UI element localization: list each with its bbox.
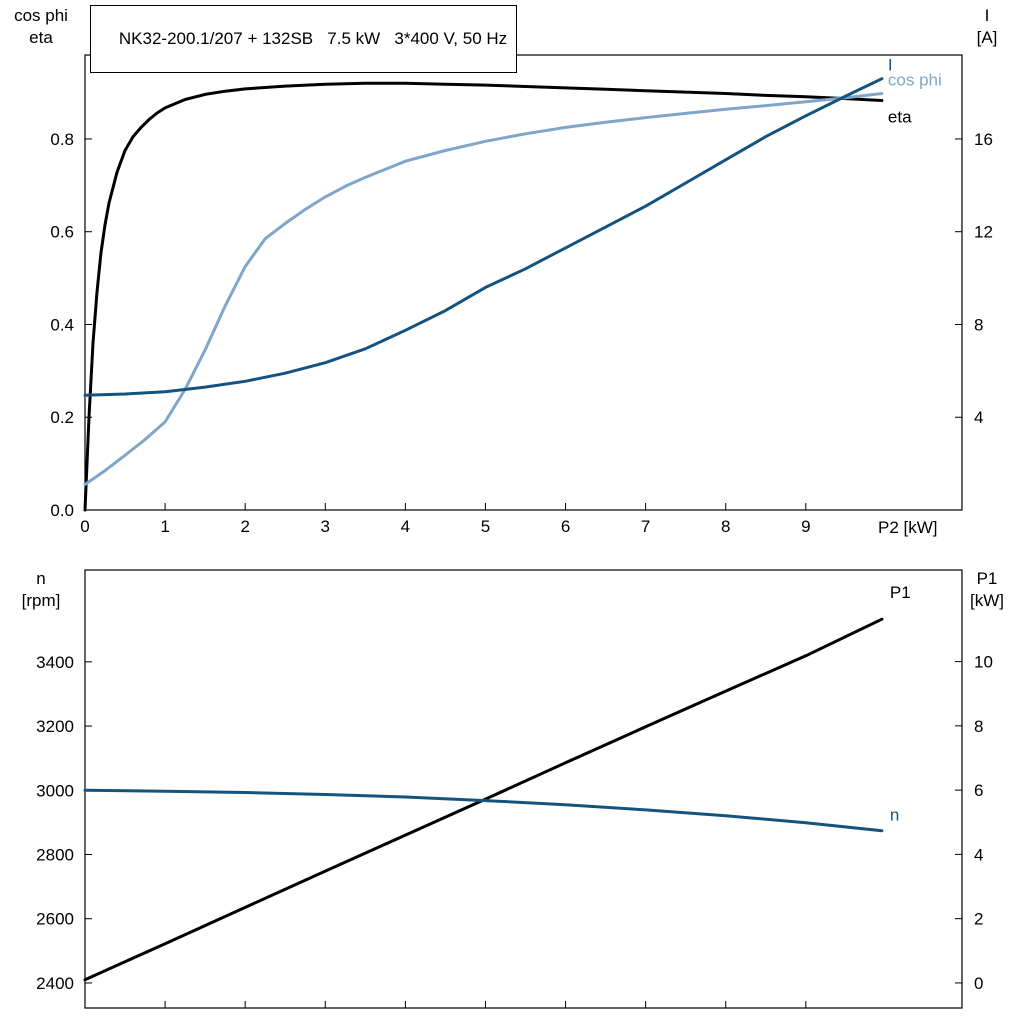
y-left-tick-label: 3200 [36, 717, 74, 736]
chart-title: NK32-200.1/207 + 132SB 7.5 kW 3*400 V, 5… [118, 29, 508, 48]
x-tick-label: 9 [801, 517, 810, 536]
y-left-tick-label: 0.6 [50, 223, 74, 242]
axis-title-p1-unit: [kW] [970, 591, 1004, 610]
axis-title-p1: P1 [976, 569, 998, 588]
x-tick-label: 2 [240, 517, 249, 536]
axis-title-current: I [984, 6, 990, 25]
x-tick-label: 0 [80, 517, 89, 536]
top-left-axis-title: cos phi eta [6, 5, 76, 49]
axis-title-cos-phi: cos phi [14, 6, 68, 25]
y-left-tick-label: 0.4 [50, 315, 74, 334]
y-left-tick-label: 2600 [36, 910, 74, 929]
y-right-tick-label: 12 [974, 223, 993, 242]
series-label-P1: P1 [890, 583, 911, 602]
y-left-tick-label: 3000 [36, 781, 74, 800]
series-n [83, 788, 884, 833]
y-right-tick-label: 6 [974, 781, 983, 800]
plot-frame [84, 569, 963, 1009]
top-right-axis-title: I [A] [952, 5, 1022, 49]
y-right-tick-label: 4 [974, 408, 983, 427]
bottom-right-axis-title: P1 [kW] [952, 568, 1022, 612]
x-tick-label: 1 [160, 517, 169, 536]
axis-title-speed: n [36, 569, 46, 588]
axis-title-speed-unit: [rpm] [21, 591, 61, 610]
chart-title-box: NK32-200.1/207 + 132SB 7.5 kW 3*400 V, 5… [90, 5, 518, 73]
y-left-tick-label: 2400 [36, 974, 74, 993]
x-tick-label: 4 [401, 517, 410, 536]
x-tick-label: 8 [721, 517, 730, 536]
y-left-tick-label: 2800 [36, 846, 74, 865]
axis-title-eta: eta [29, 28, 53, 47]
y-right-tick-label: 8 [974, 315, 983, 334]
y-right-tick-label: 8 [974, 717, 983, 736]
y-right-tick-label: 16 [974, 130, 993, 149]
x-tick-label: 3 [321, 517, 330, 536]
series-I [83, 77, 884, 397]
x-tick-label: 7 [641, 517, 650, 536]
x-tick-label: 5 [481, 517, 490, 536]
y-left-tick-label: 0.2 [50, 408, 74, 427]
y-left-tick-label: 0.8 [50, 130, 74, 149]
series-cos-phi [83, 92, 884, 486]
y-right-tick-label: 10 [974, 653, 993, 672]
y-right-tick-label: 4 [974, 845, 983, 864]
series-label-eta: eta [888, 107, 912, 126]
series-label-cos-phi: cos phi [888, 70, 942, 89]
series-eta [83, 81, 884, 512]
y-right-tick-label: 2 [974, 910, 983, 929]
axis-title-current-unit: [A] [976, 28, 998, 47]
x-axis-title-p2: P2 [kW] [878, 518, 938, 537]
series-label-n: n [890, 806, 899, 825]
x-tick-label: 6 [561, 517, 570, 536]
bottom-left-axis-title: n [rpm] [6, 568, 76, 612]
y-right-tick-label: 0 [974, 974, 983, 993]
y-left-tick-label: 0.0 [50, 501, 74, 520]
series-label-I: I [888, 56, 893, 75]
y-left-tick-label: 3400 [36, 653, 74, 672]
plot-frame [84, 54, 963, 511]
